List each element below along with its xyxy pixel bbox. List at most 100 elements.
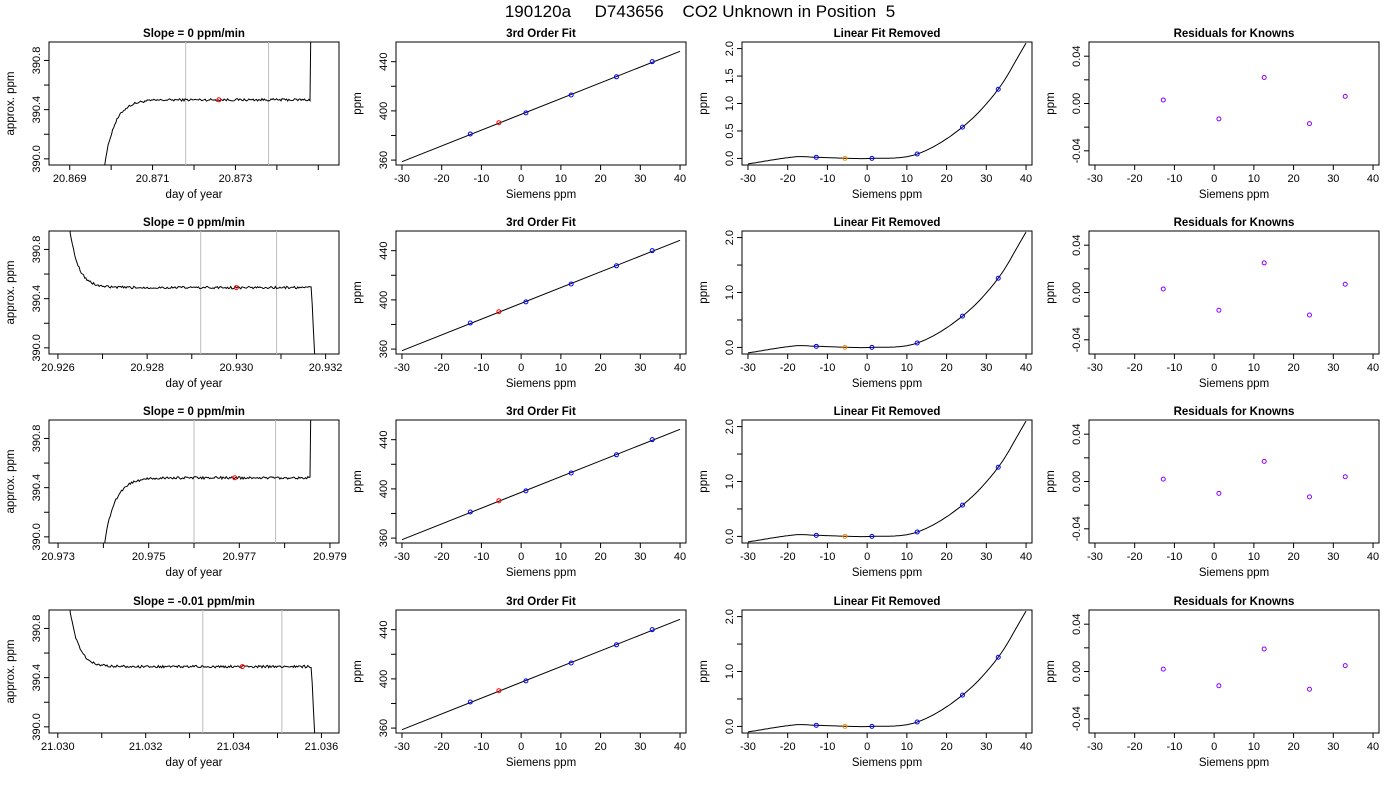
x-tick-label: 20 [1287,362,1299,374]
x-tick-label: 10 [901,551,913,563]
x-tick-label: 40 [1020,173,1032,185]
unknown-point [496,498,502,504]
y-tick-label: 390.0 [31,334,43,362]
residual-point [1160,97,1166,103]
plot-frame [395,41,687,166]
x-tick-label: -10 [1166,551,1182,563]
panel-title: 3rd Order Fit [506,28,576,40]
x-axis-label: Siemens ppm [1199,567,1269,579]
x-tick-label: -30 [1087,551,1103,563]
panel-r4c3: Linear Fit Removed -30 -20 -10 0 10 20 30 40 0.0 1… [698,596,1033,769]
x-tick-label: -30 [394,173,410,185]
y-tick-label: 390.8 [31,47,43,75]
y-axis-label: ppm [698,470,710,492]
x-tick-label: 0 [1211,362,1217,374]
plot-frame [1088,419,1380,544]
panel-r1c1: Slope = 0 ppm/min 20.869 20.871 20.873 390.0… [5,28,340,201]
y-tick-label: 0.5 [724,123,736,138]
known-point [959,692,965,698]
fit-curve [401,618,681,731]
known-point [914,151,920,157]
y-axis-label: ppm [352,92,364,114]
residual-point [1216,490,1222,496]
x-tick-label: 10 [555,362,567,374]
figure-title: 190120a D743656 CO2 Unknown in Position … [504,2,896,21]
y-axis-label: approx. ppm [5,72,17,136]
known-point [649,59,655,65]
x-tick-label: 30 [1327,173,1339,185]
known-point [467,131,473,137]
y-axis-label: ppm [698,660,710,682]
x-tick-label: -30 [740,551,756,563]
x-tick-label: 30 [1327,741,1339,753]
x-tick-label: -10 [1166,741,1182,753]
x-tick-label: 21.030 [41,741,75,753]
y-tick-label: 0.0 [724,151,736,166]
y-tick-label: 0.00 [1071,661,1083,682]
x-tick-label: 0 [518,741,524,753]
known-point [959,124,965,130]
x-tick-label: -10 [473,362,489,374]
x-tick-label: -20 [1127,173,1143,185]
x-tick-label: 40 [674,173,686,185]
y-axis-label: approx. ppm [5,640,17,704]
y-axis-label: ppm [352,470,364,492]
x-tick-label: 30 [980,551,992,563]
x-tick-label: -20 [434,551,450,563]
panel-title: 3rd Order Fit [506,596,576,608]
x-tick-label: -20 [1127,741,1143,753]
residual-point [1261,458,1267,464]
y-tick-label: 360 [378,719,390,737]
x-tick-label: 0 [518,551,524,563]
x-tick-label: 40 [674,741,686,753]
known-point [959,313,965,319]
plot-area [69,610,316,733]
plot-area [1160,260,1348,318]
y-tick-label: 390.4 [31,474,43,502]
known-point [914,340,920,346]
y-tick-label: 0.00 [1071,93,1083,114]
known-point [995,654,1001,660]
known-point [995,464,1001,470]
known-point [613,642,619,648]
x-tick-label: 21.034 [217,741,251,753]
y-tick-label: 2.0 [724,609,736,624]
known-point [568,660,574,666]
x-tick-label: 0 [864,741,870,753]
residual-point [1160,476,1166,482]
x-tick-label: 20.871 [136,173,170,185]
y-tick-label: 360 [378,340,390,358]
concentration-trace [69,610,316,733]
plot-frame [1088,41,1380,166]
y-tick-label: 1.0 [724,664,736,679]
x-tick-label: 30 [980,362,992,374]
known-point [568,470,574,476]
x-tick-label: 20 [1287,741,1299,753]
unknown-point [496,688,502,694]
known-point [813,532,819,538]
x-tick-label: 20.930 [220,362,254,374]
x-tick-label: 30 [980,741,992,753]
x-tick-label: -10 [1166,362,1182,374]
x-tick-label: 40 [1367,551,1379,563]
plot-area [401,239,681,352]
x-axis-label: day of year [166,757,223,769]
y-tick-label: 0.0 [724,529,736,544]
x-tick-label: 0 [864,551,870,563]
x-tick-label: 10 [901,362,913,374]
x-tick-label: 30 [634,362,646,374]
y-tick-label: -0.04 [1071,138,1083,163]
residual-point [1342,281,1348,287]
fit-curve [401,239,681,352]
plot-area [747,610,1027,733]
residual-point [1306,121,1312,127]
known-point [813,722,819,728]
panel-r2c3: Linear Fit Removed -30 -20 -10 0 10 20 30 40 0.0 1… [698,217,1033,390]
known-point [523,299,529,305]
y-axis-label: ppm [352,281,364,303]
plot-frame [395,419,687,544]
y-tick-label: 0.00 [1071,471,1083,492]
y-axis-label: ppm [1045,660,1057,682]
x-tick-label: 20 [940,362,952,374]
panel-r4c2: 3rd Order Fit -30 -20 -10 0 10 20 30 40 360 400 440… [352,596,687,769]
